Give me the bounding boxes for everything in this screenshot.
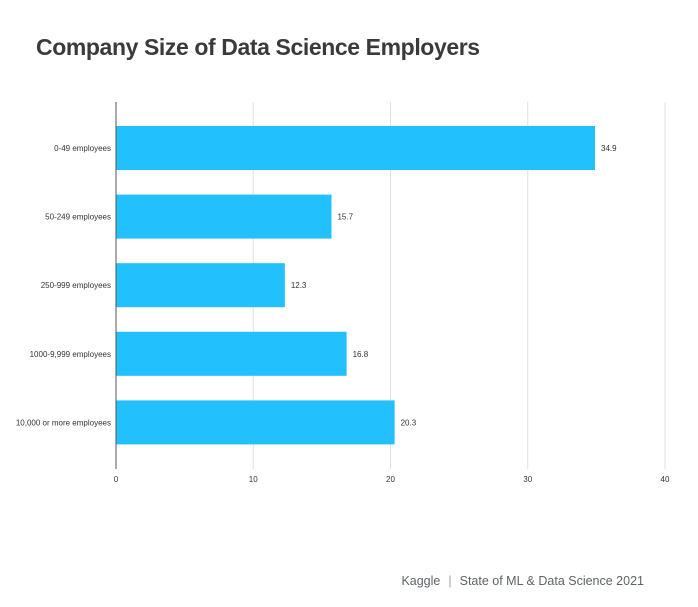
- bars: [116, 126, 596, 445]
- data-label: 12.3: [291, 281, 307, 290]
- x-tick-label: 10: [249, 475, 258, 484]
- data-labels: 34.9 15.7 12.3 16.8 20.3: [291, 144, 617, 427]
- footer-brand: Kaggle: [401, 574, 441, 588]
- x-tick-label: 0: [114, 475, 119, 484]
- bar: [116, 263, 285, 308]
- category-label: 0-49 employees: [54, 144, 111, 153]
- data-label: 16.8: [353, 350, 369, 359]
- x-tick-label: 20: [386, 475, 395, 484]
- category-label: 10,000 or more employees: [16, 418, 111, 427]
- x-tick-label: 40: [661, 475, 670, 484]
- bar: [116, 126, 596, 170]
- data-label: 34.9: [601, 144, 617, 153]
- category-label: 250-999 employees: [41, 281, 111, 290]
- footer-report: State of ML & Data Science 2021: [459, 574, 644, 588]
- chart-title: Company Size of Data Science Employers: [36, 34, 480, 60]
- x-tick-labels: 0 10 20 30 40: [114, 475, 670, 484]
- bar: [116, 194, 332, 239]
- footer: Kaggle | State of ML & Data Science 2021: [401, 574, 644, 588]
- bar: [116, 400, 395, 445]
- category-labels: 0-49 employees 50-249 employees 250-999 em…: [16, 144, 111, 427]
- x-tick-label: 30: [523, 475, 532, 484]
- bar: [116, 331, 347, 376]
- footer-separator: |: [448, 574, 452, 588]
- data-label: 15.7: [337, 213, 353, 222]
- category-label: 1000-9,999 employees: [30, 350, 111, 359]
- category-label: 50-249 employees: [45, 213, 111, 222]
- data-label: 20.3: [401, 418, 417, 427]
